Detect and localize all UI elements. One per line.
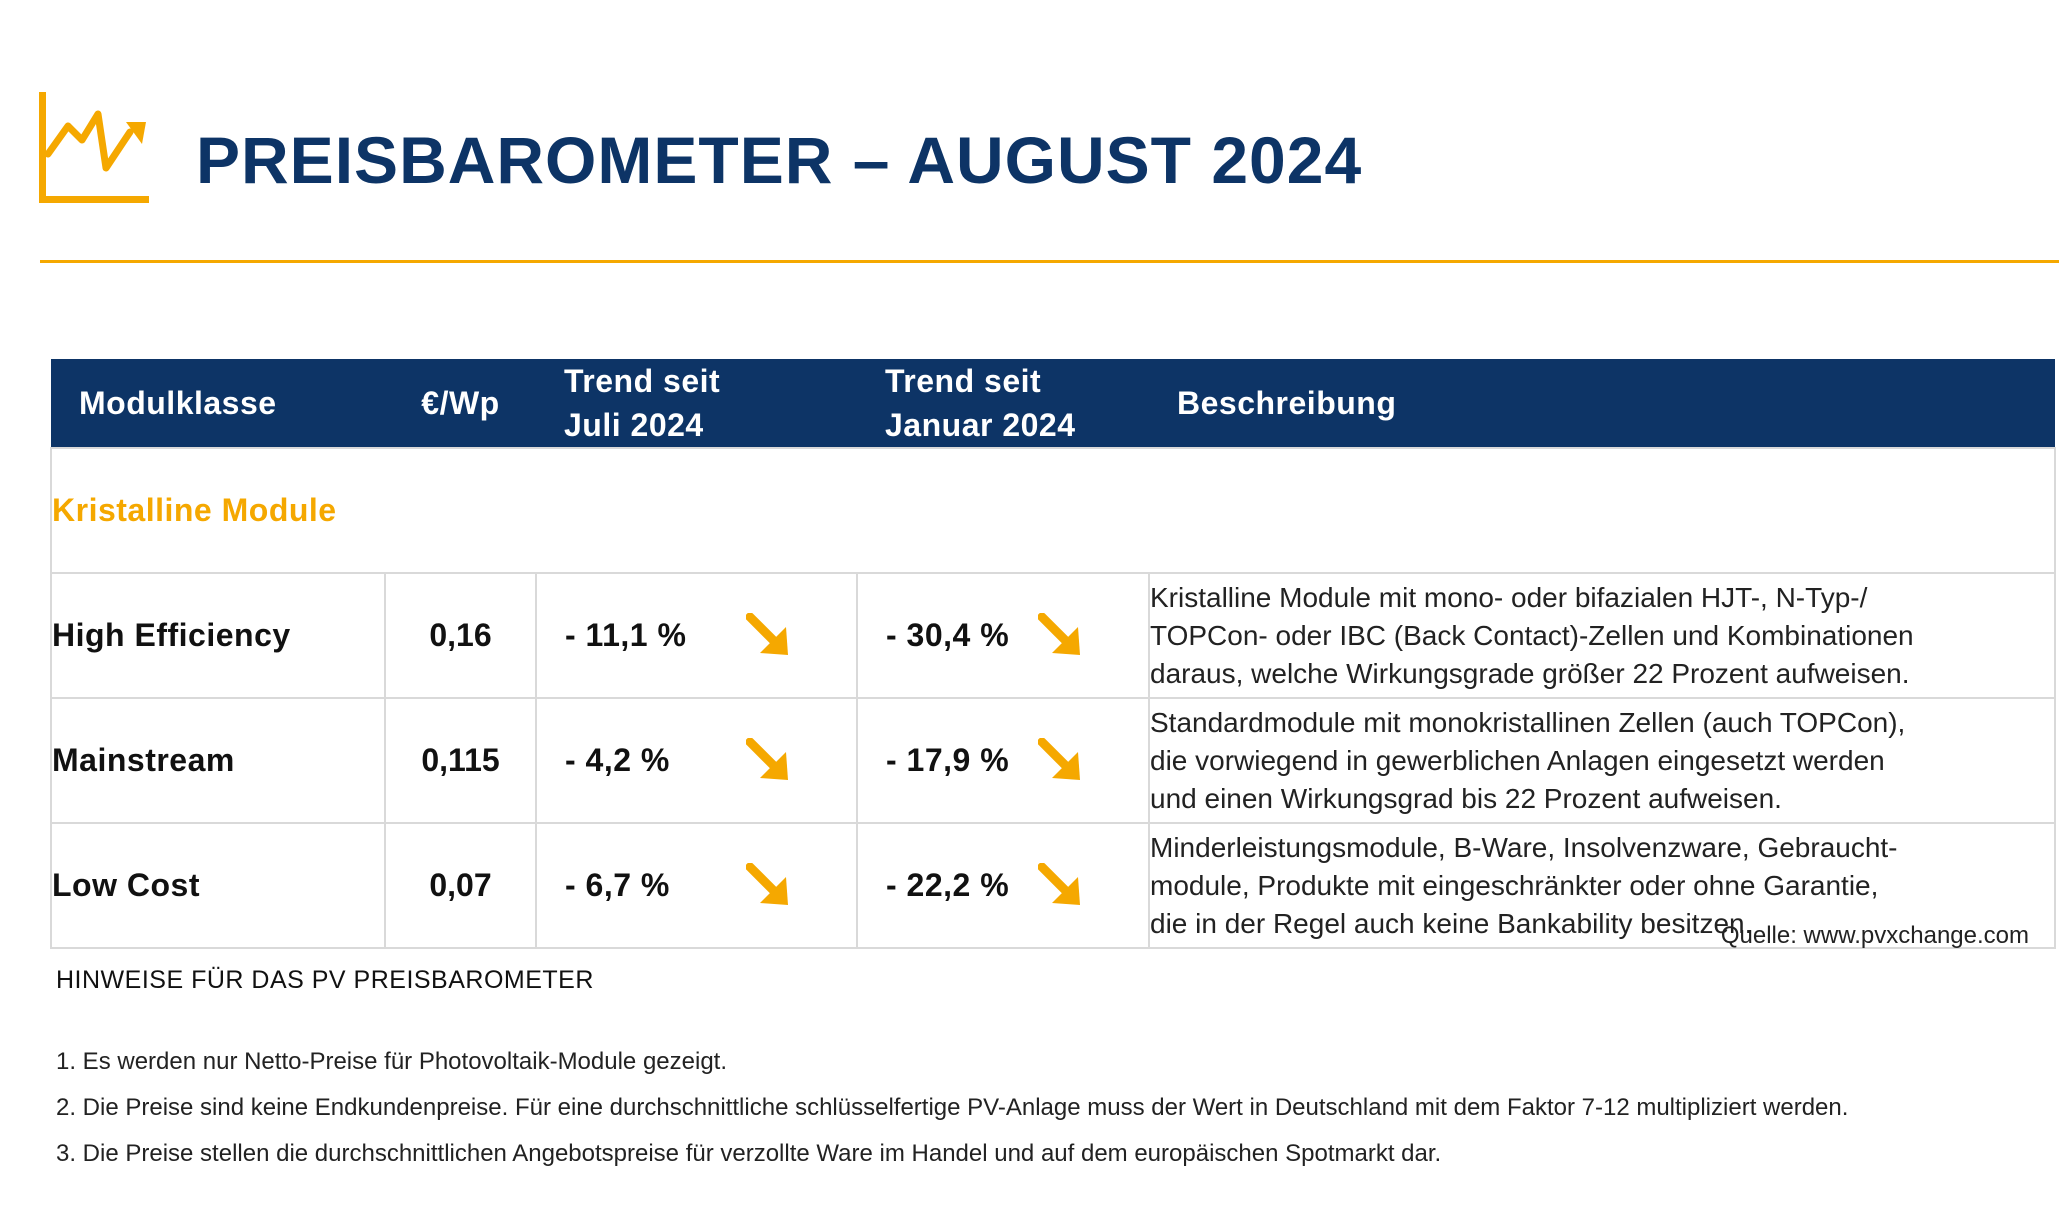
page-title: PREISBAROMETER – AUGUST 2024 [196,123,1363,197]
table-row: Low Cost 0,07 - 6,7 % - 22,2 % Minderlei… [50,822,2056,949]
arrow-down-right-icon [1038,737,1080,780]
section-row: Kristalline Module [50,447,2056,574]
module-class-cell: Mainstream [50,697,386,824]
note-item: 1. Es werden nur Netto-Preise für Photov… [56,1048,728,1075]
arrow-down-right-icon [746,862,788,905]
price-table: Modulklasse €/Wp Trend seit Juli 2024 Tr… [50,359,2056,949]
header-line: Januar 2024 [885,407,1076,443]
header-divider [40,260,2059,263]
description-line: TOPCon- oder IBC (Back Contact)-Zellen u… [1150,619,1914,651]
description-cell: Minderleistungsmodule, B-Ware, Insolvenz… [1148,822,2056,949]
source-credit: Quelle: www.pvxchange.com [1720,922,2029,949]
trend-july-value: - 4,2 % [565,742,670,778]
price-cell: 0,07 [384,822,537,949]
trend-july-value: - 6,7 % [565,867,670,903]
trend-july-value: - 11,1 % [565,617,687,653]
trend-january-cell: - 22,2 % [856,822,1150,949]
trend-july-cell: - 6,7 % [535,822,858,949]
section-label: Kristalline Module [50,447,2056,574]
trend-july-cell: - 4,2 % [535,697,858,824]
description-line: daraus, welche Wirkungsgrade größer 22 P… [1150,657,1910,689]
trend-january-value: - 22,2 % [886,867,1010,903]
trend-january-value: - 30,4 % [886,617,1010,653]
description-cell: Standardmodule mit monokristallinen Zell… [1148,697,2056,824]
description-line: Standardmodule mit monokristallinen Zell… [1150,706,1906,738]
description-line: die in der Regel auch keine Bankability … [1150,907,1753,939]
arrow-down-right-icon [1038,862,1080,905]
arrow-down-right-icon [746,737,788,780]
trend-january-value: - 17,9 % [886,742,1010,778]
table-header-row: Modulklasse €/Wp Trend seit Juli 2024 Tr… [51,359,2055,448]
arrow-down-right-icon [746,612,788,655]
module-class-cell: High Efficiency [50,572,386,699]
description-line: die vorwiegend in gewerblichen Anlagen e… [1150,744,1885,776]
column-header-description: Beschreibung [1149,359,2055,448]
column-header-price: €/Wp [385,359,536,448]
trend-january-cell: - 30,4 % [856,572,1150,699]
header-line: Juli 2024 [564,407,704,443]
description-line: Minderleistungsmodule, B-Ware, Insolvenz… [1150,831,1898,863]
description-line: Kristalline Module mit mono- oder bifazi… [1150,581,1868,613]
description-line: module, Produkte mit eingeschränkter ode… [1150,869,1879,901]
price-cell: 0,16 [384,572,537,699]
trend-january-cell: - 17,9 % [856,697,1150,824]
notes-title: HINWEISE FÜR DAS PV PREISBAROMETER [56,966,594,994]
table-row: Mainstream 0,115 - 4,2 % - 17,9 % Standa… [50,697,2056,824]
header-line: Trend seit [564,363,721,399]
description-line: und einen Wirkungsgrad bis 22 Prozent au… [1150,782,1782,814]
price-cell: 0,115 [384,697,537,824]
arrow-down-right-icon [1038,612,1080,655]
note-item: 2. Die Preise sind keine Endkundenpreise… [56,1094,1849,1121]
column-header-trend-july: Trend seit Juli 2024 [536,359,857,448]
description-cell: Kristalline Module mit mono- oder bifazi… [1148,572,2056,699]
column-header-class: Modulklasse [51,359,385,448]
table-row: High Efficiency 0,16 - 11,1 % - 30,4 % K… [50,572,2056,699]
module-class-cell: Low Cost [50,822,386,949]
note-item: 3. Die Preise stellen die durchschnittli… [56,1140,1442,1167]
column-header-trend-january: Trend seit Januar 2024 [857,359,1149,448]
trend-july-cell: - 11,1 % [535,572,858,699]
chart-trend-up-icon [36,92,150,204]
header-line: Trend seit [885,363,1042,399]
